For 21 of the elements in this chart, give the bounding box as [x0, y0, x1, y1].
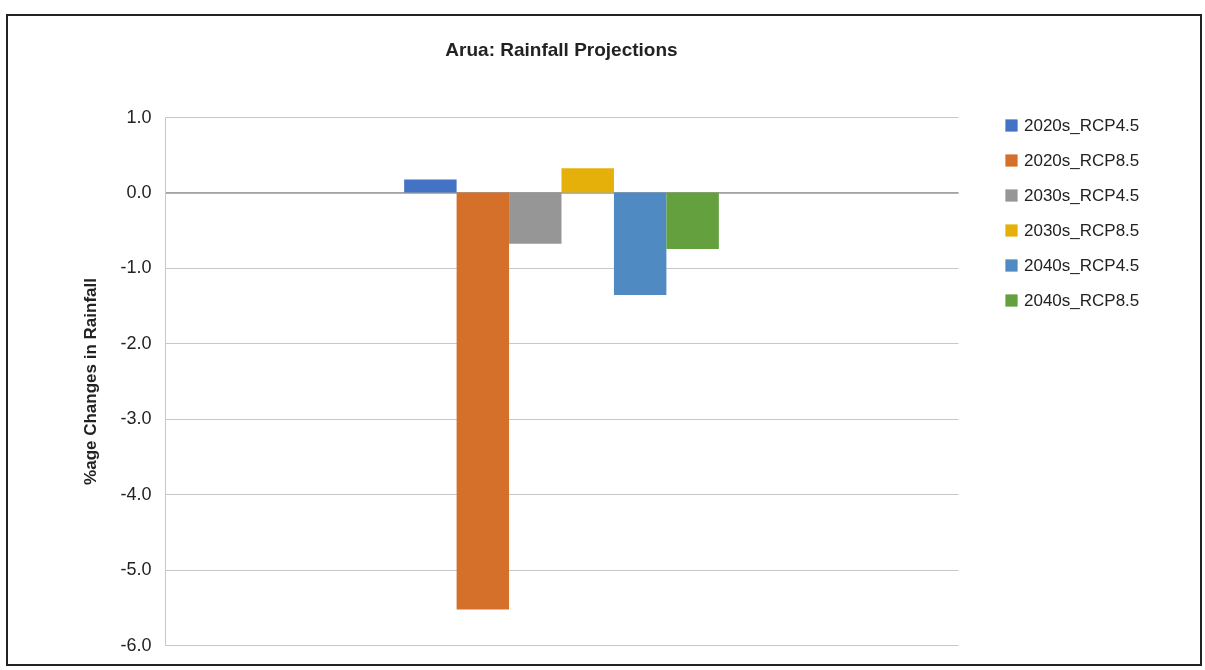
legend-label: 2040s_RCP4.5 — [1024, 255, 1140, 275]
y-axis-title: %age Changes in Rainfall — [81, 278, 101, 485]
y-tick-label: -4.0 — [120, 483, 152, 504]
chart-title: Arua: Rainfall Projections — [445, 39, 678, 60]
y-tick-label: -6.0 — [120, 634, 152, 655]
bar — [666, 192, 719, 249]
legend-label: 2040s_RCP8.5 — [1024, 290, 1140, 310]
y-tick-label: 0.0 — [126, 181, 152, 202]
legend-label: 2020s_RCP8.5 — [1024, 150, 1140, 170]
y-tick-label: -1.0 — [120, 257, 152, 278]
bar — [456, 192, 510, 610]
y-tick-label: 1.0 — [126, 106, 152, 127]
y-tick-label: -2.0 — [120, 332, 152, 353]
y-tick-label: -5.0 — [120, 559, 152, 580]
legend-label: 2020s_RCP4.5 — [1024, 115, 1140, 135]
bar — [613, 192, 667, 296]
bar — [561, 168, 614, 193]
bar — [404, 179, 457, 193]
y-tick-label: -3.0 — [120, 408, 152, 429]
legend-label: 2030s_RCP4.5 — [1024, 185, 1140, 205]
legend-label: 2030s_RCP8.5 — [1024, 220, 1140, 240]
